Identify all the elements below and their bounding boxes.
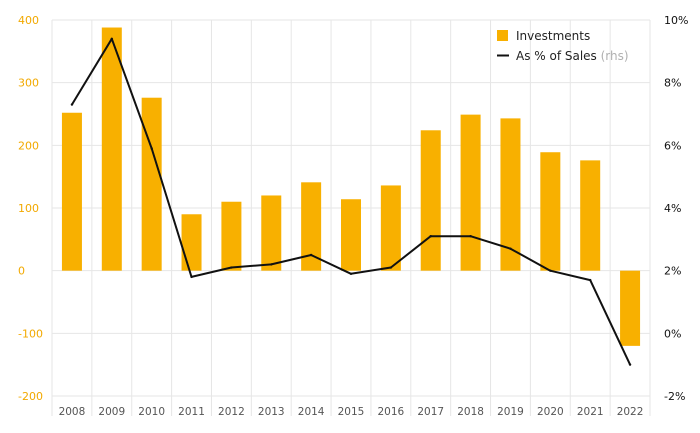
bar-investments-2008 bbox=[61, 112, 82, 271]
point-sales-pct-2015 bbox=[349, 272, 353, 275]
point-sales-pct-2020 bbox=[549, 269, 552, 272]
bar-investments-2021 bbox=[580, 160, 601, 271]
point-sales-pct-2008 bbox=[70, 103, 74, 106]
left-tick-label: 300 bbox=[18, 77, 39, 90]
x-tick-label: 2011 bbox=[178, 406, 205, 418]
legend-label-investments: Investments bbox=[516, 29, 590, 43]
right-tick-label: 2% bbox=[664, 265, 681, 278]
point-sales-pct-2009 bbox=[110, 37, 114, 40]
x-tick-label: 2017 bbox=[417, 406, 444, 418]
x-tick-label: 2009 bbox=[98, 406, 125, 418]
x-tick-label: 2012 bbox=[218, 406, 245, 418]
point-sales-pct-2011 bbox=[190, 275, 193, 279]
point-sales-pct-2012 bbox=[230, 266, 233, 269]
x-tick-label: 2021 bbox=[577, 406, 604, 418]
axis-layer: 400 300 200 100 0 -100 -200 10% 8% 6% 4% 2% 0% -2% 200… bbox=[18, 14, 688, 418]
x-tick-label: 2010 bbox=[138, 406, 165, 418]
bar-investments-2022 bbox=[620, 270, 641, 346]
right-tick-label: 8% bbox=[664, 77, 681, 90]
bar-investments-2012 bbox=[221, 201, 242, 271]
right-tick-label: 0% bbox=[664, 327, 681, 340]
bar-layer bbox=[61, 27, 641, 346]
left-tick-label: -100 bbox=[18, 327, 43, 340]
right-tick-label: 10% bbox=[664, 14, 688, 27]
legend-label-sales-pct: As % of Sales (rhs) bbox=[516, 49, 629, 63]
legend-label-sales-pct-rhs: (rhs) bbox=[597, 49, 629, 63]
bar-investments-2009 bbox=[101, 27, 122, 271]
right-tick-label: -2% bbox=[664, 390, 685, 403]
point-sales-pct-2013 bbox=[270, 263, 273, 266]
bar-investments-2013 bbox=[261, 195, 282, 271]
left-tick-label: 0 bbox=[18, 265, 25, 278]
bar-investments-2019 bbox=[500, 118, 521, 271]
left-tick-label: 100 bbox=[18, 202, 39, 215]
left-tick-label: 200 bbox=[18, 139, 39, 152]
x-tick-label: 2022 bbox=[617, 406, 644, 418]
right-tick-label: 4% bbox=[664, 202, 681, 215]
point-sales-pct-2010 bbox=[150, 147, 153, 150]
bar-investments-2010 bbox=[141, 97, 162, 271]
x-tick-label: 2008 bbox=[59, 406, 86, 418]
bar-investments-2016 bbox=[380, 185, 401, 271]
legend-swatch-investments bbox=[497, 30, 508, 41]
point-sales-pct-2016 bbox=[389, 266, 393, 269]
bar-investments-2015 bbox=[341, 199, 361, 271]
x-tick-label: 2018 bbox=[457, 406, 484, 418]
x-tick-label: 2020 bbox=[537, 406, 564, 418]
point-sales-pct-2014 bbox=[309, 253, 313, 257]
bar-investments-2017 bbox=[420, 130, 441, 271]
left-tick-label: 400 bbox=[18, 14, 39, 27]
x-tick-label: 2015 bbox=[338, 406, 365, 418]
right-tick-label: 6% bbox=[664, 139, 681, 152]
x-tick-label: 2014 bbox=[298, 406, 325, 418]
legend: Investments As % of Sales (rhs) bbox=[497, 29, 629, 63]
bar-investments-2014 bbox=[301, 182, 322, 271]
left-tick-label: -200 bbox=[18, 390, 43, 403]
x-tick-label: 2016 bbox=[377, 406, 404, 418]
grid-layer bbox=[51, 19, 651, 416]
legend-label-sales-pct-main: As % of Sales bbox=[516, 49, 597, 63]
x-tick-label: 2019 bbox=[497, 406, 524, 418]
point-sales-pct-2021 bbox=[589, 278, 592, 282]
bar-investments-2011 bbox=[181, 214, 202, 271]
bar-investments-2020 bbox=[540, 152, 561, 271]
bar-investments-2018 bbox=[460, 114, 481, 271]
x-tick-label: 2013 bbox=[258, 406, 285, 418]
point-sales-pct-2022 bbox=[628, 363, 632, 366]
point-sales-pct-2017 bbox=[429, 235, 432, 238]
line-layer bbox=[70, 37, 632, 366]
point-sales-pct-2019 bbox=[509, 247, 512, 250]
point-sales-pct-2018 bbox=[469, 235, 472, 238]
